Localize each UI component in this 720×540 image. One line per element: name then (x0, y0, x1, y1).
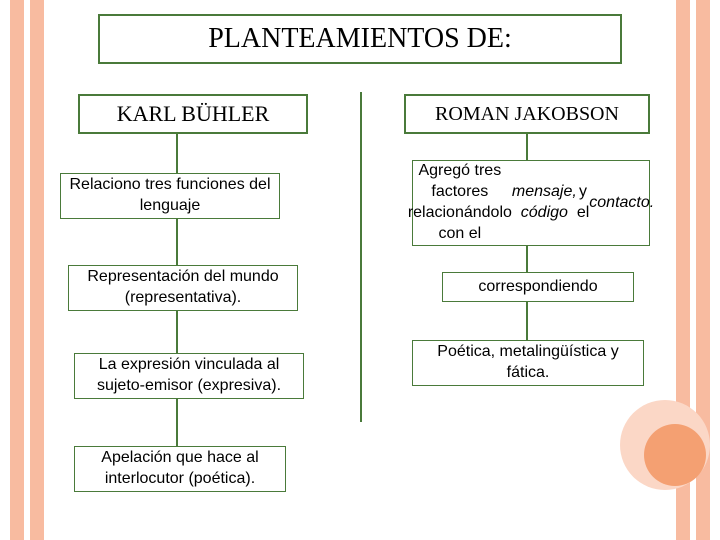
left-conn-0 (176, 134, 178, 173)
right-conn-0 (526, 134, 528, 160)
center-divider (360, 92, 362, 422)
decorative-circle-inner (644, 424, 706, 486)
right-box-1: correspondiendo (442, 272, 634, 302)
left-box-0: Relaciono tres funciones del lenguaje (60, 173, 280, 219)
right-box-2: Poética, metalingüística y fática. (412, 340, 644, 386)
right-box-0: Agregó tres factores relacionándolo con … (412, 160, 650, 246)
left-conn-2 (176, 311, 178, 353)
stripe-left-2 (30, 0, 44, 540)
left-box-1: Representación del mundo (representativa… (68, 265, 298, 311)
stripe-left-1 (10, 0, 24, 540)
left-conn-3 (176, 399, 178, 446)
left-conn-1 (176, 219, 178, 265)
main-title: PLANTEAMIENTOS DE: (98, 14, 622, 64)
left-box-2: La expresión vinculada al sujeto-emisor … (74, 353, 304, 399)
right-conn-1 (526, 246, 528, 272)
left-box-3: Apelación que hace al interlocutor (poét… (74, 446, 286, 492)
right-header: ROMAN JAKOBSON (404, 94, 650, 134)
right-conn-2 (526, 302, 528, 340)
left-header: KARL BÜHLER (78, 94, 308, 134)
